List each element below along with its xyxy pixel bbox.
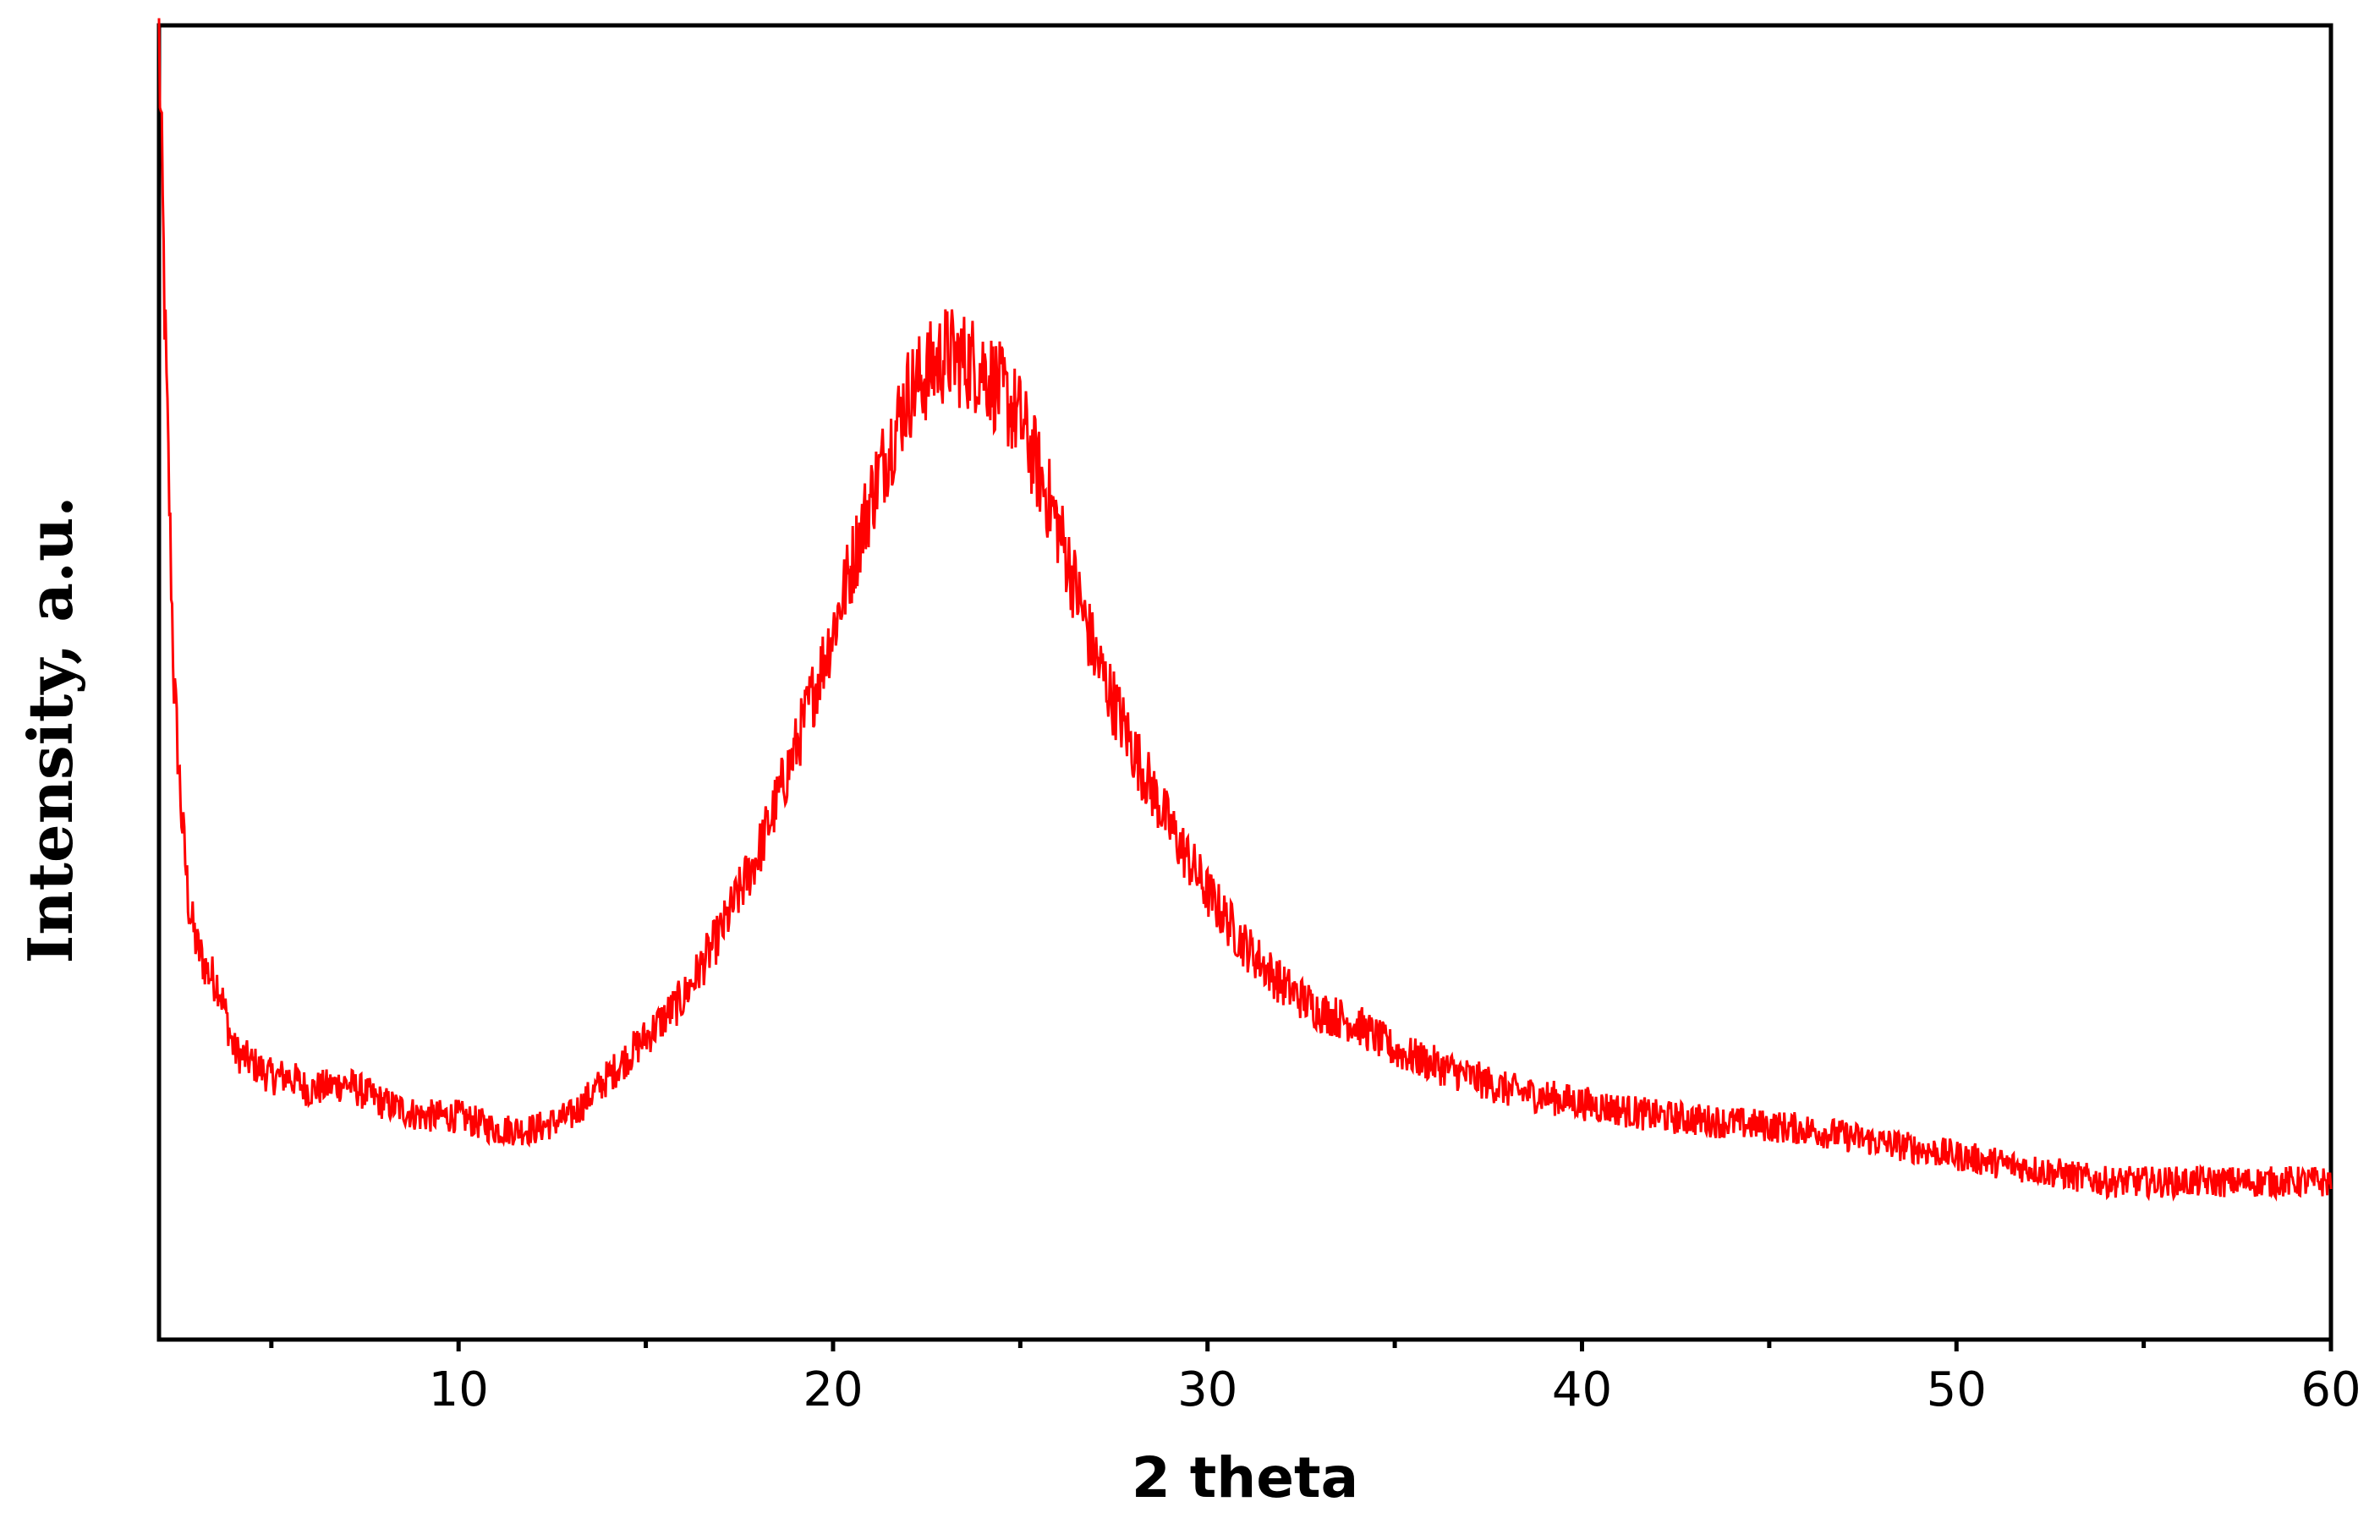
series-line xyxy=(157,18,2333,1202)
y-axis-label: Intensity, a.u. xyxy=(14,496,86,964)
x-tick-label: 50 xyxy=(1927,1362,1987,1417)
x-axis-label: 2 theta xyxy=(1132,1445,1358,1510)
x-axis-ticks xyxy=(269,1340,2333,1351)
x-tick-label: 20 xyxy=(803,1362,863,1417)
x-axis-tick-labels: 10 20 30 40 50 60 xyxy=(429,1362,2361,1417)
x-tick-label: 60 xyxy=(2300,1362,2361,1417)
x-tick-label: 30 xyxy=(1177,1362,1237,1417)
plot-frame xyxy=(156,23,2333,1342)
x-tick-label: 40 xyxy=(1552,1362,1612,1417)
x-tick-label: 10 xyxy=(429,1362,489,1417)
